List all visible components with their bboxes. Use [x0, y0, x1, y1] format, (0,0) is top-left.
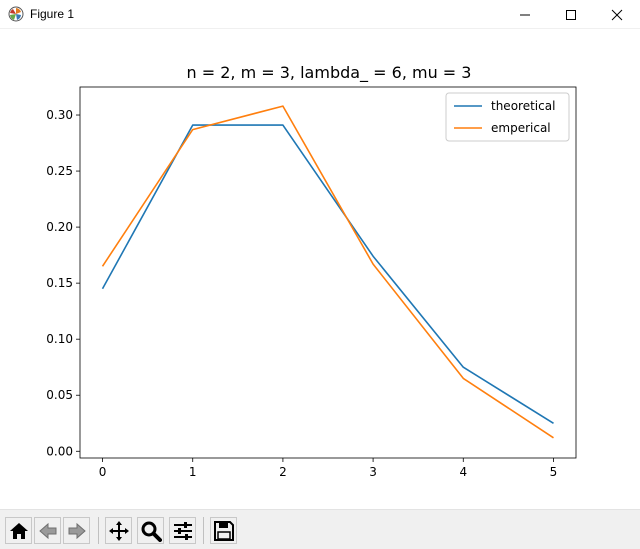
minimize-icon [520, 14, 530, 16]
figure-canvas[interactable]: n = 2, m = 3, lambda_ = 6, mu = 3 0 1 2 3 4 5… [0, 29, 640, 509]
configure-subplots-button[interactable] [169, 517, 196, 544]
forward-button[interactable] [63, 517, 90, 544]
axes-frame [79, 86, 577, 459]
sliders-icon [174, 522, 192, 540]
plot-area: 0 1 2 3 4 5 0.00 0.05 0.10 0.15 0.20 0.25 0.30 theore… [46, 86, 577, 479]
window-title: Figure 1 [30, 7, 75, 21]
y-tick-label: 0.00 [46, 444, 73, 458]
minimize-button[interactable] [502, 0, 548, 29]
series-line-theoretical [101, 124, 554, 424]
zoom-icon [141, 521, 162, 542]
y-tick-label: 0.30 [46, 108, 73, 122]
window-titlebar: Figure 1 [0, 0, 640, 29]
home-button[interactable] [5, 517, 32, 544]
save-icon [214, 521, 234, 541]
legend-box [445, 92, 570, 142]
toolbar-separator [98, 517, 99, 544]
save-button[interactable] [210, 517, 237, 544]
x-tick-label: 1 [189, 465, 197, 479]
legend-label-theoretical: theoretical [491, 99, 555, 113]
legend-label-emperical: emperical [491, 121, 551, 135]
line-chart: n = 2, m = 3, lambda_ = 6, mu = 3 0 1 2 3 4 5… [46, 63, 577, 479]
x-tick-label: 0 [99, 465, 107, 479]
y-tick-label: 0.25 [46, 164, 73, 178]
zoom-button[interactable] [137, 517, 164, 544]
close-button[interactable] [594, 0, 640, 29]
x-tick-label: 5 [550, 465, 558, 479]
toolbar-separator [203, 517, 204, 544]
x-tick-label: 4 [459, 465, 467, 479]
y-tick-label: 0.15 [46, 276, 73, 290]
close-icon [611, 9, 623, 21]
maximize-button[interactable] [548, 0, 594, 29]
series-line-emperical [101, 105, 554, 439]
y-tick-label: 0.20 [46, 220, 73, 234]
y-tick-label: 0.05 [46, 388, 73, 402]
forward-arrow-icon [68, 522, 86, 540]
y-tick-label: 0.10 [46, 332, 73, 346]
x-tick-label: 2 [279, 465, 287, 479]
pan-button[interactable] [105, 517, 132, 544]
navigation-toolbar [0, 509, 640, 549]
move-icon [109, 521, 129, 541]
x-tick-label: 3 [369, 465, 377, 479]
back-button[interactable] [34, 517, 61, 544]
chart-title: n = 2, m = 3, lambda_ = 6, mu = 3 [187, 63, 472, 83]
maximize-icon [566, 10, 576, 20]
matplotlib-icon [8, 6, 24, 22]
home-icon [10, 523, 28, 539]
back-arrow-icon [39, 522, 57, 540]
